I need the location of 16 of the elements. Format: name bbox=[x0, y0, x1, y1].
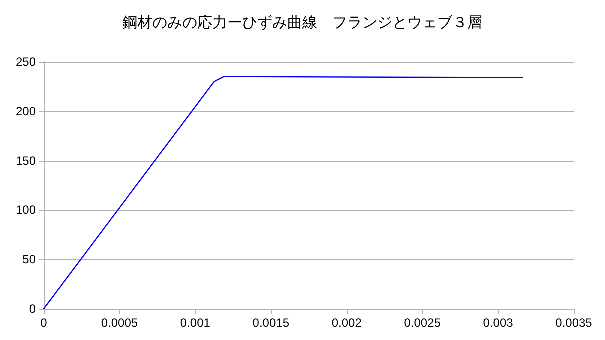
x-tick-label: 0 bbox=[40, 316, 48, 330]
x-tick-label: 0.0025 bbox=[404, 316, 442, 330]
chart-title: 鋼材のみの応力ーひずみ曲線 フランジとウェブ３層 bbox=[122, 14, 482, 32]
x-tick-label: 0.001 bbox=[180, 316, 211, 330]
x-tick-label: 0.0035 bbox=[556, 316, 593, 330]
y-tick-label: 250 bbox=[16, 55, 36, 69]
y-tick-label: 50 bbox=[22, 252, 36, 267]
x-tick-label: 0.003 bbox=[483, 316, 514, 330]
y-tick-label: 0 bbox=[29, 302, 36, 316]
y-tick-label: 150 bbox=[16, 154, 36, 168]
x-tick-label: 0.0015 bbox=[252, 316, 290, 330]
x-tick-label: 0.002 bbox=[332, 316, 362, 330]
line-series bbox=[43, 76, 524, 310]
y-tick-label: 200 bbox=[16, 104, 36, 118]
x-tick-label: 0.0005 bbox=[101, 316, 138, 330]
y-tick-label: 100 bbox=[16, 203, 36, 218]
